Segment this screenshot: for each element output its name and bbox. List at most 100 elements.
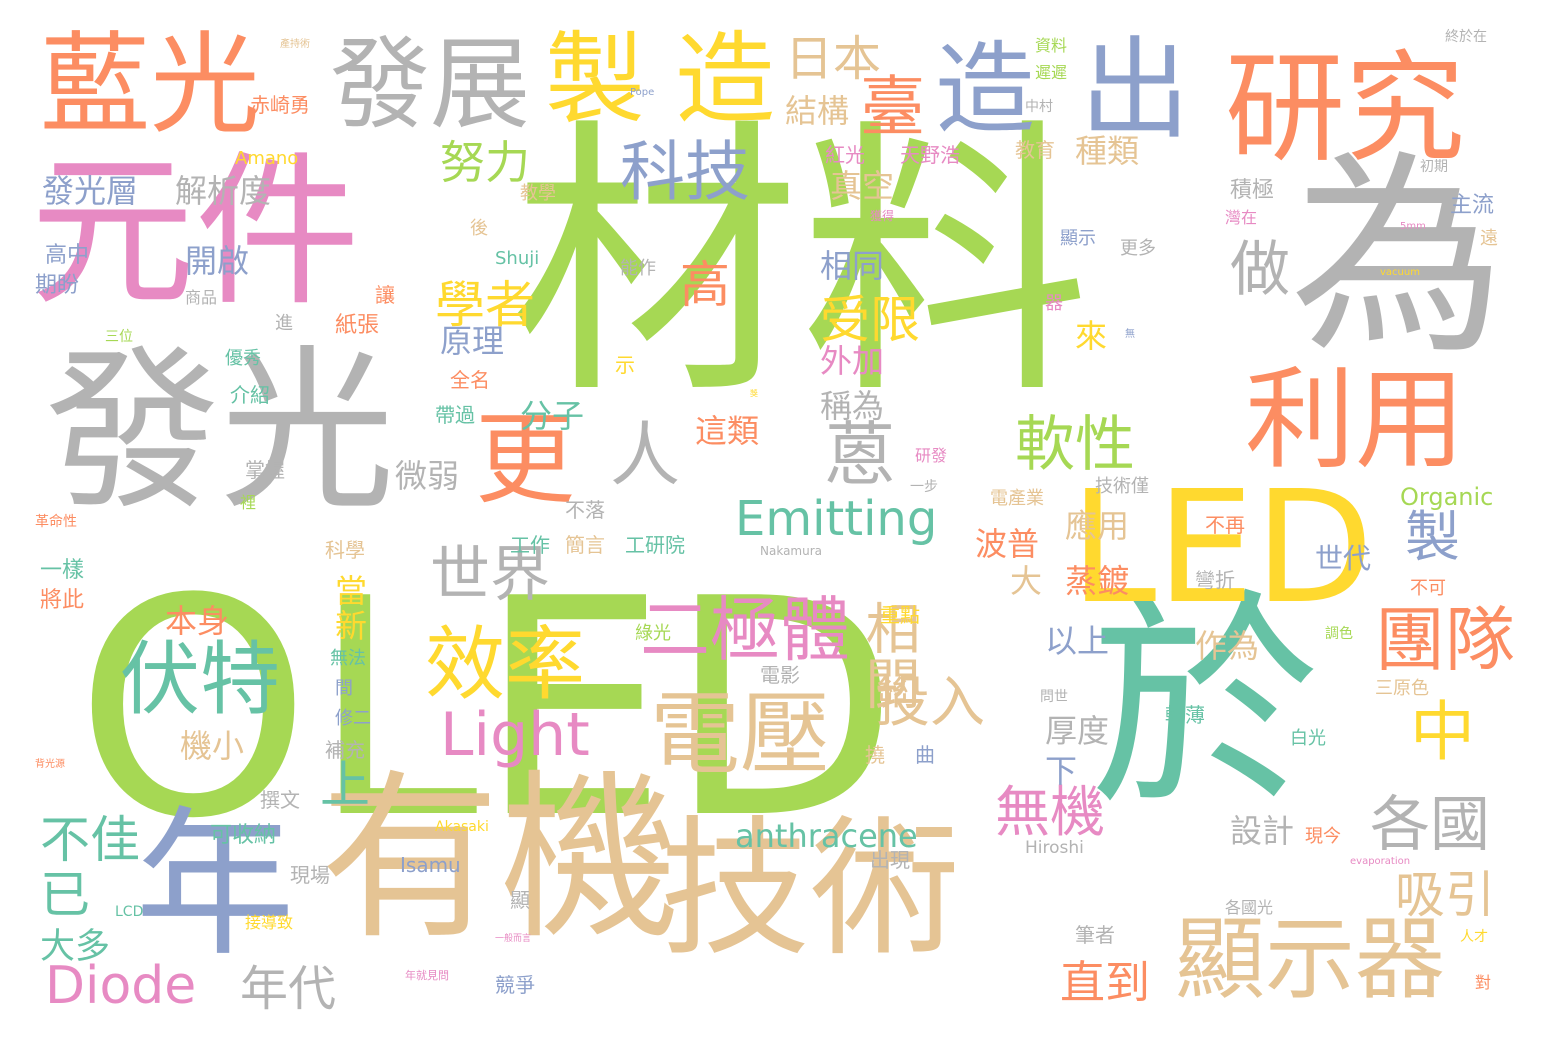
cloud-word: 初期 [1420, 159, 1448, 175]
cloud-word: 製 [545, 21, 645, 138]
cloud-word: Emitting [735, 491, 938, 547]
cloud-word: 商品 [185, 288, 218, 307]
cloud-word: 伏特 [120, 633, 280, 726]
cloud-word: 效率 [425, 618, 585, 711]
cloud-word: 種類 [1075, 132, 1140, 170]
cloud-word: 軟性 [1015, 410, 1135, 480]
cloud-word: Light [440, 700, 590, 770]
cloud-word: 更多 [1120, 238, 1156, 259]
cloud-word: 下 [1045, 752, 1078, 790]
cloud-word: 各國 [1370, 790, 1490, 860]
cloud-word: 簡言 [565, 533, 605, 557]
cloud-word: 重點 [880, 603, 920, 627]
cloud-word: 吸引 [1395, 866, 1495, 924]
cloud-word: 修二 [335, 708, 371, 729]
cloud-word: 有機 [320, 755, 681, 964]
cloud-word: 彎折 [1195, 568, 1235, 592]
cloud-word: Organic [1400, 483, 1494, 511]
cloud-word: 發光 [45, 331, 395, 534]
cloud-word: 投入 [875, 670, 986, 734]
cloud-word: 紙張 [335, 313, 380, 338]
cloud-word: 人才 [1460, 929, 1488, 945]
cloud-word: 中村 [1025, 99, 1053, 115]
cloud-word: 技術僅 [1095, 476, 1149, 497]
cloud-word: 間 [335, 678, 353, 699]
cloud-word: 示 [615, 353, 635, 377]
cloud-word: 這類 [695, 412, 760, 450]
cloud-word: 開啟 [185, 242, 250, 280]
cloud-word: 產持術 [280, 39, 310, 50]
cloud-word: 資料 [1035, 36, 1068, 55]
cloud-word: 現今 [1305, 826, 1341, 847]
cloud-word: Shuji [495, 248, 540, 269]
cloud-word: 教學 [520, 183, 556, 204]
cloud-word: 本身 [165, 602, 230, 640]
cloud-word: 設計 [1230, 812, 1295, 850]
cloud-word: 補充 [325, 738, 365, 762]
cloud-word: 原理 [440, 322, 505, 360]
cloud-word: 不落 [565, 498, 605, 522]
cloud-word: 研發 [915, 446, 948, 465]
cloud-word: 結構 [785, 92, 850, 130]
cloud-word: Pope [630, 87, 655, 98]
cloud-word: Hiroshi [1025, 838, 1084, 858]
cloud-word: 臺 [860, 70, 926, 145]
cloud-word: 出 [1080, 26, 1190, 154]
cloud-word: 高 [680, 256, 730, 314]
cloud-word: LED [1070, 457, 1374, 638]
cloud-word: 元件 [30, 136, 360, 328]
cloud-word: 為 [1290, 132, 1505, 383]
cloud-word: 積極 [1230, 178, 1275, 203]
cloud-word: anthracene [735, 817, 918, 855]
cloud-word: 顯 [510, 888, 530, 912]
cloud-word: 世代 [1315, 542, 1372, 575]
cloud-word: 赤崎勇 [250, 93, 310, 117]
cloud-word: 作為 [1195, 627, 1260, 665]
cloud-word: 外加 [820, 342, 885, 380]
cloud-word: 全名 [450, 368, 490, 392]
cloud-word: 綠光 [635, 623, 671, 644]
cloud-word: 受限 [820, 291, 920, 349]
cloud-word: 電壓 [650, 682, 830, 787]
cloud-word: 獎 [750, 389, 758, 398]
cloud-word: evaporation [1350, 856, 1411, 867]
cloud-word: 做 [1230, 235, 1290, 305]
cloud-word: 相同 [820, 247, 885, 285]
cloud-word: 背光源 [35, 759, 65, 770]
cloud-word: 出現 [870, 848, 910, 872]
cloud-word: 解析度 [175, 172, 272, 210]
cloud-word: 年代 [240, 961, 337, 1017]
cloud-word: 上 [320, 756, 370, 814]
cloud-word: 讓 [375, 283, 395, 307]
cloud-word: 調色 [1325, 626, 1353, 642]
cloud-word: 遠 [1480, 228, 1498, 249]
cloud-word: 稱為 [820, 387, 885, 425]
cloud-word: 可收納 [210, 823, 277, 848]
cloud-word: 中 [1410, 695, 1476, 770]
cloud-word: 獲得 [870, 209, 895, 223]
cloud-word: 筆者 [1075, 923, 1115, 947]
cloud-word: 當 [335, 572, 368, 610]
cloud-word: 對 [1475, 973, 1492, 992]
cloud-word: 5mm [1400, 221, 1426, 232]
cloud-word: 工作 [510, 533, 550, 557]
cloud-word: 不再 [1205, 513, 1245, 537]
cloud-word: 真空 [830, 167, 895, 205]
cloud-word: 遲遲 [1035, 63, 1068, 82]
cloud-word: 以上 [1045, 622, 1110, 660]
cloud-word: 輕薄 [1165, 703, 1205, 727]
cloud-word: 研究 [1225, 40, 1465, 179]
cloud-word: 二極體 [640, 589, 850, 671]
cloud-word: 來 [1075, 317, 1108, 355]
cloud-word: 無機 [995, 780, 1106, 844]
cloud-word: 進 [275, 313, 293, 334]
cloud-word: 利用 [1245, 356, 1465, 484]
cloud-word: 撓 [865, 743, 885, 767]
cloud-word: 後 [470, 218, 488, 239]
cloud-word: OLED [75, 535, 899, 884]
cloud-word: 學者 [435, 276, 535, 334]
cloud-word: vacuum [1380, 267, 1420, 278]
cloud-word: 接導致 [245, 913, 294, 932]
cloud-word: 電產業 [990, 488, 1044, 509]
